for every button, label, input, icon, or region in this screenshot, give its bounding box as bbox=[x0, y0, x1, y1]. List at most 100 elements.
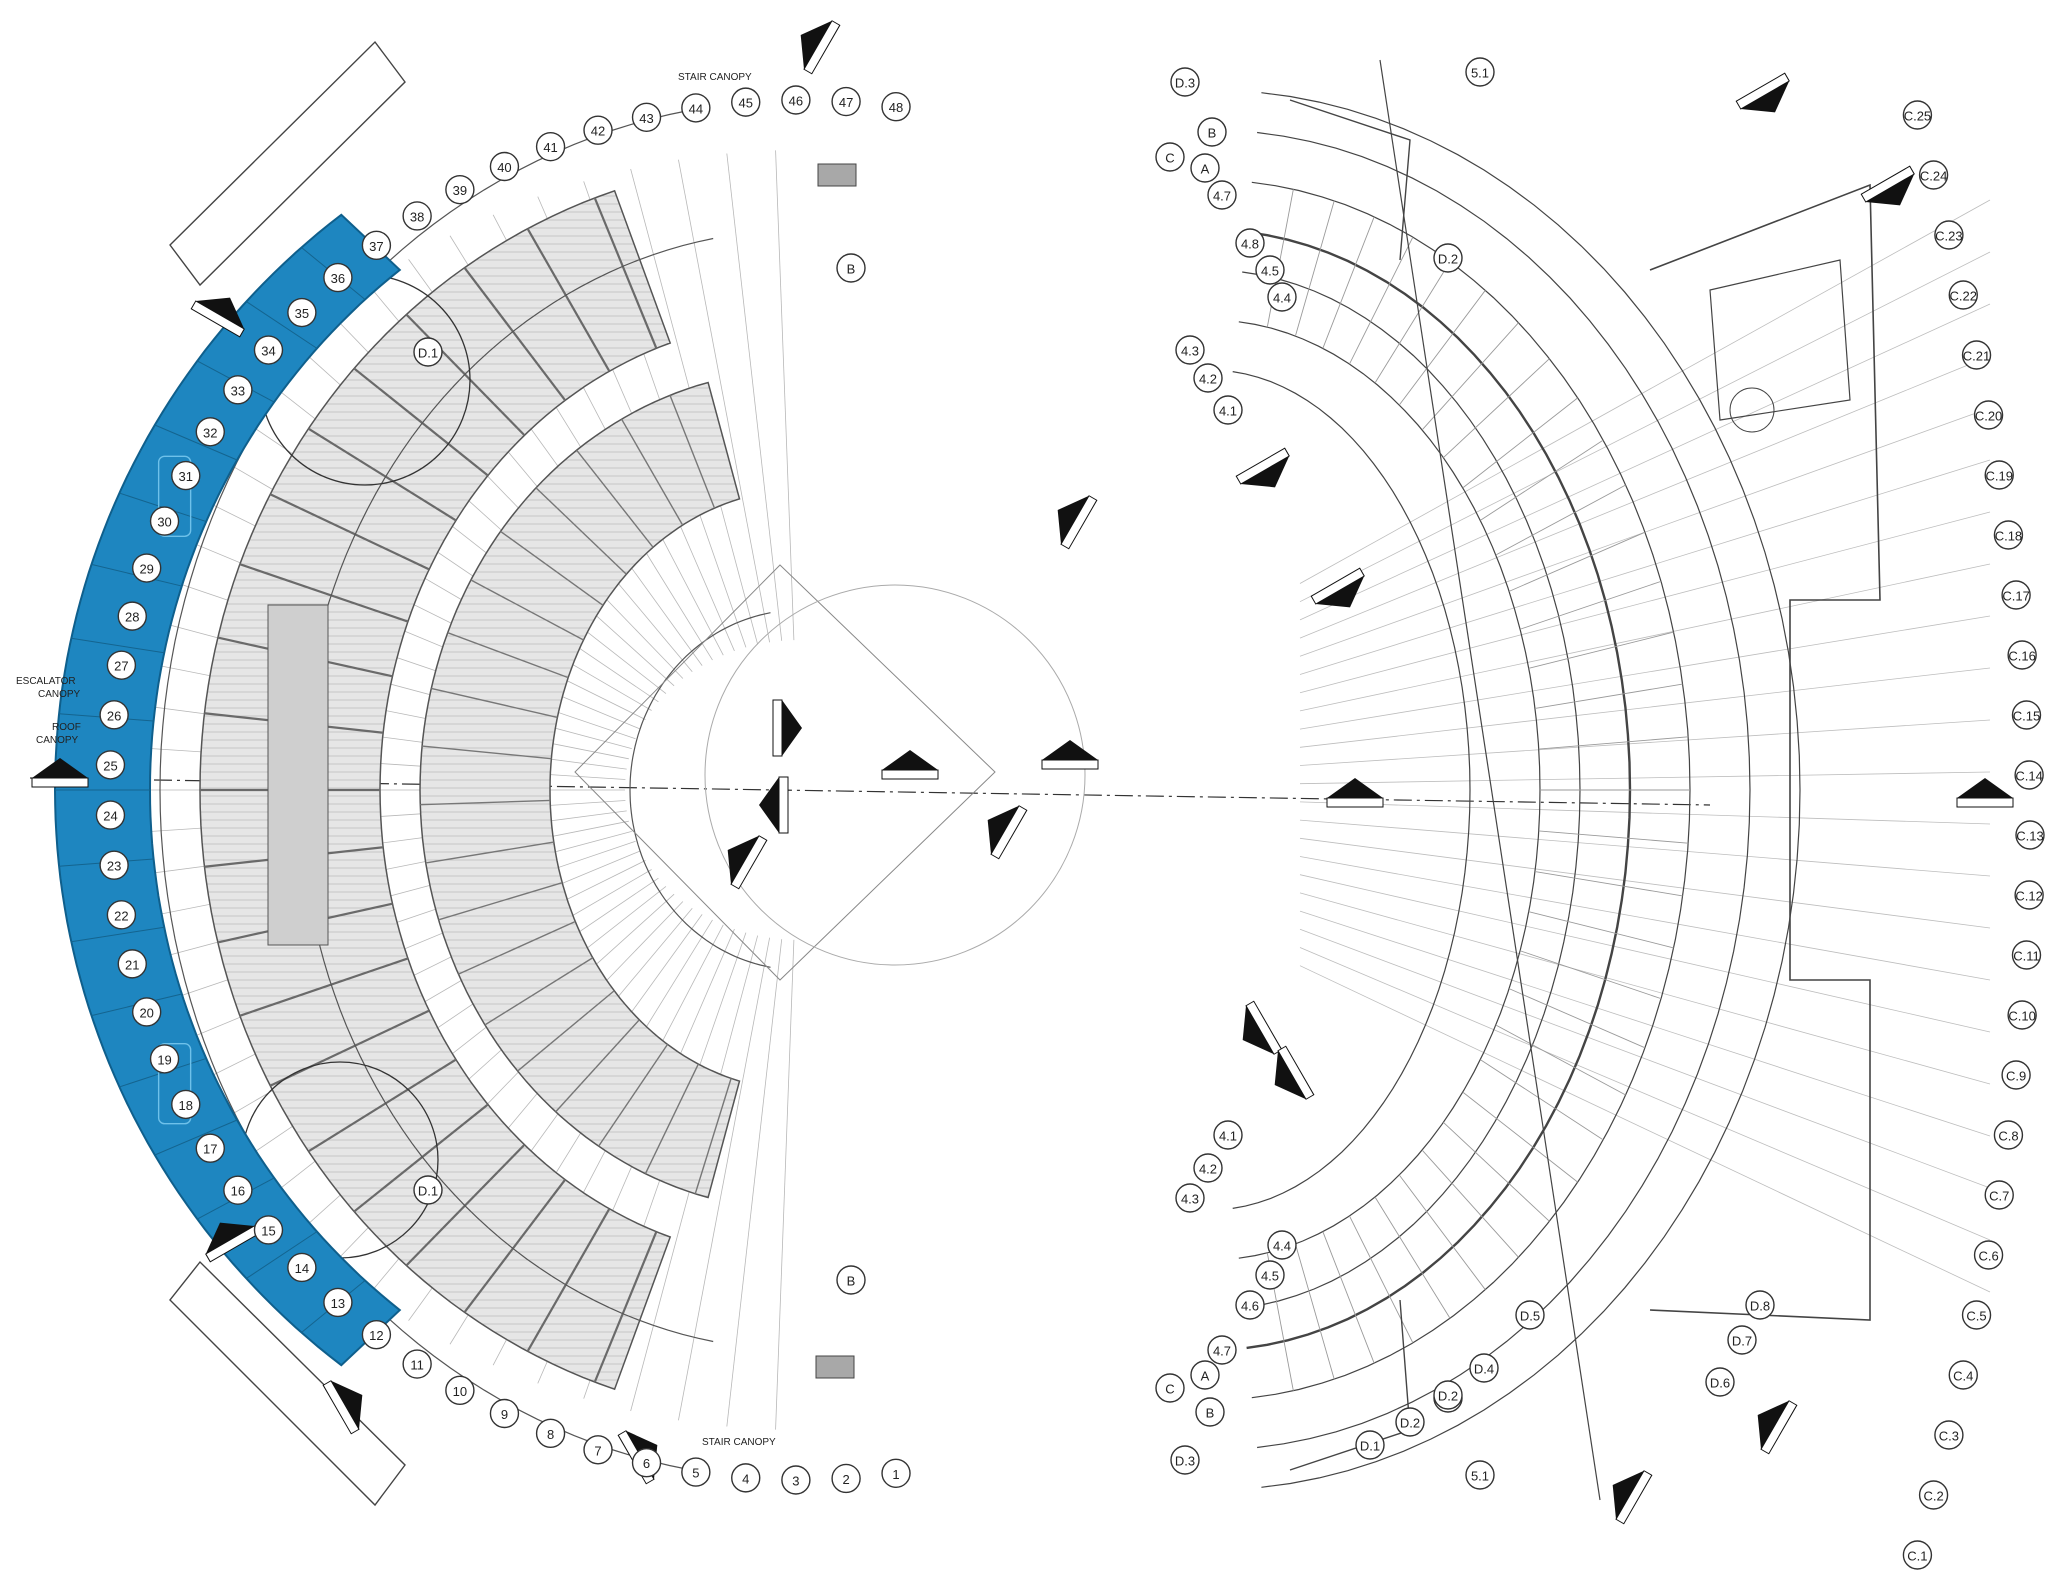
grid-bubble-label: 30 bbox=[157, 515, 171, 530]
grid-bubble: 44 bbox=[681, 93, 711, 123]
grid-bubbles: 1234567891011121314151617181920212223242… bbox=[95, 57, 2045, 1570]
grid-bubble-label: 44 bbox=[689, 101, 703, 116]
east-radial bbox=[1322, 216, 1375, 349]
grid-bubble: A bbox=[1190, 153, 1220, 183]
grid-bubble-label: 10 bbox=[453, 1384, 467, 1399]
grid-bubble-circle bbox=[1255, 1260, 1285, 1290]
vomitory-line bbox=[239, 563, 409, 623]
grid-bubble-circle bbox=[2001, 1060, 2031, 1090]
grid-bubble-label: D.3 bbox=[1175, 76, 1195, 91]
grid-bubble-circle bbox=[323, 262, 353, 293]
grid-bubble-circle bbox=[1190, 153, 1220, 183]
grid-bubble-label: D.2 bbox=[1438, 252, 1458, 267]
grid-bubble-circle bbox=[1207, 180, 1237, 210]
grid-bubble: 19 bbox=[149, 1044, 180, 1074]
aisle-line bbox=[431, 687, 558, 719]
grid-bubble: 8 bbox=[535, 1418, 566, 1449]
grid-bubble-label: 46 bbox=[789, 94, 803, 109]
grid-bubble: 6 bbox=[631, 1448, 662, 1478]
east-radial bbox=[1495, 1024, 1626, 1096]
grid-bubble-circle bbox=[1170, 1445, 1200, 1475]
grid-bubble: 18 bbox=[171, 1089, 201, 1120]
grid-bubble-circle bbox=[881, 92, 911, 122]
grid-bubble-label: 12 bbox=[369, 1328, 383, 1343]
east-structure bbox=[1232, 59, 1881, 1501]
section-arrow-head bbox=[782, 700, 802, 756]
grid-bubble-label: 35 bbox=[295, 306, 309, 321]
grid-bubble-circle bbox=[1465, 1460, 1495, 1490]
section-tag bbox=[1860, 165, 1915, 203]
grid-bubble: 4.2 bbox=[1193, 363, 1223, 393]
vomitory-line bbox=[526, 1208, 611, 1352]
grid-bubble-label: 9 bbox=[501, 1407, 508, 1422]
grid-ray bbox=[726, 939, 783, 1427]
aisle-line bbox=[576, 449, 654, 548]
section-cut-marker bbox=[881, 750, 939, 780]
grid-bubble-circle bbox=[1267, 282, 1297, 312]
grid-bubble: 5 bbox=[681, 1457, 711, 1487]
east-radial bbox=[1349, 236, 1414, 365]
grid-bubble-circle bbox=[131, 997, 162, 1027]
highlight-rib bbox=[71, 926, 165, 943]
east-radial bbox=[1480, 439, 1604, 521]
aisle-line bbox=[535, 487, 627, 575]
grid-bubble: D.2 bbox=[1433, 1380, 1463, 1410]
east-round-feature bbox=[1729, 387, 1775, 433]
grid-bubble: C.7 bbox=[1984, 1180, 2014, 1210]
grid-bubble-circle bbox=[95, 750, 126, 780]
escalator-canopy-label-1: ESCALATOR bbox=[16, 676, 76, 687]
grid-bubble-circle bbox=[681, 1457, 711, 1487]
grid-bubble-circle bbox=[1902, 100, 1933, 130]
grid-bubble-label: 15 bbox=[261, 1223, 275, 1238]
grid-bubble-circle bbox=[361, 230, 392, 261]
vomitory-line bbox=[593, 1231, 658, 1383]
grid-line-east bbox=[1299, 801, 1991, 825]
grid-bubble-circle bbox=[2014, 880, 2044, 910]
highlight-opening bbox=[157, 455, 192, 537]
vomitory-line bbox=[593, 197, 658, 349]
grid-bubble: 40 bbox=[489, 151, 520, 182]
grid-bubble-circle bbox=[1155, 142, 1185, 172]
grid-bubble-label: D.8 bbox=[1750, 1299, 1770, 1314]
grid-bubble-circle bbox=[1993, 520, 2024, 550]
grid-bubble-label: C bbox=[1165, 1382, 1174, 1397]
northwest-canopy bbox=[169, 40, 406, 287]
grid-bubble: D.1 bbox=[1355, 1430, 1385, 1460]
grid-bubble-circle bbox=[1197, 117, 1227, 147]
grid-bubble: C.10 bbox=[2007, 1000, 2037, 1030]
east-radial bbox=[1398, 1174, 1486, 1290]
grid-bubble-label: 3 bbox=[792, 1473, 799, 1488]
grid-bubble-label: C.22 bbox=[1950, 289, 1977, 304]
section-tag bbox=[803, 20, 841, 75]
east-radial bbox=[1528, 911, 1674, 949]
section-tag bbox=[322, 1380, 360, 1435]
grid-bubble-label: 5 bbox=[692, 1466, 699, 1481]
grid-bubble: C.9 bbox=[2001, 1060, 2031, 1090]
grid-bubble-circle bbox=[583, 115, 613, 145]
grid-bubble: 22 bbox=[106, 900, 137, 930]
grid-bubble-circle bbox=[117, 949, 147, 979]
east-radial bbox=[1443, 358, 1550, 458]
section-tag bbox=[1310, 567, 1365, 605]
east-arc bbox=[1232, 371, 1471, 1209]
infield-arc bbox=[704, 584, 1086, 966]
grid-bubble-label: 4.5 bbox=[1261, 264, 1279, 279]
grid-bubble-label: 20 bbox=[139, 1005, 153, 1020]
grid-ray bbox=[775, 150, 795, 641]
highlight-opening bbox=[157, 1043, 192, 1125]
grid-bubble-circle bbox=[131, 553, 162, 583]
concourse-arc bbox=[629, 612, 771, 968]
grid-bubble-circle bbox=[489, 151, 520, 182]
grid-bubble-label: 37 bbox=[369, 239, 383, 254]
section-cut-marker bbox=[727, 835, 768, 890]
grid-bubble-circle bbox=[2007, 1000, 2037, 1030]
grid-bubble-circle bbox=[1948, 1360, 1978, 1390]
grid-line-east bbox=[1299, 874, 1991, 1033]
grid-bubble: 12 bbox=[361, 1319, 392, 1350]
section-arrow-head bbox=[195, 297, 245, 329]
grid-line-east bbox=[1299, 459, 1991, 675]
grid-bubble-label: 4.4 bbox=[1273, 291, 1291, 306]
grid-bubble-circle bbox=[1465, 57, 1495, 87]
grid-bubble-label: B bbox=[1206, 1406, 1215, 1421]
aisle-line bbox=[598, 1044, 669, 1147]
